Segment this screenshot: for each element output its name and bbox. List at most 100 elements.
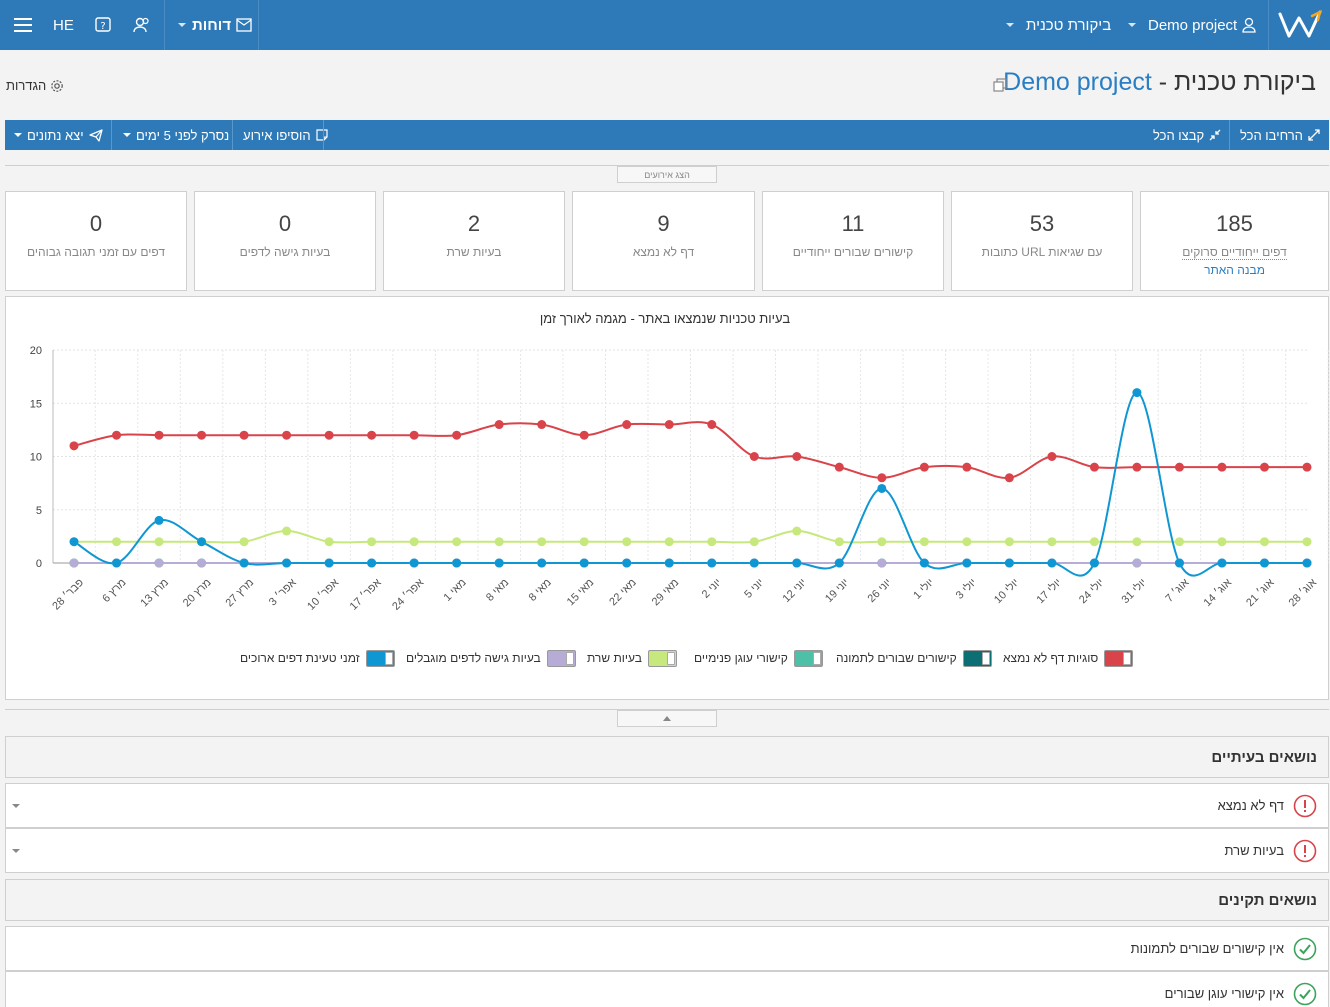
- ok-issues-header: נושאים תקינים: [5, 879, 1329, 921]
- legend-toggle[interactable]: [546, 649, 576, 667]
- series-line: [73, 530, 1307, 544]
- x-tick-label: מאי 22: [607, 577, 639, 609]
- legend-toggle[interactable]: [793, 649, 823, 667]
- collapse-all-button[interactable]: קבצו הכל: [1153, 120, 1221, 150]
- legend-label: קישורים שבורים לתמונה: [836, 651, 957, 665]
- data-point: [409, 537, 419, 547]
- legend-label: סוגיות דף לא נמצא: [1003, 651, 1099, 665]
- data-point: [1217, 558, 1227, 568]
- data-point: [367, 558, 377, 568]
- data-point: [112, 558, 122, 568]
- data-point: [834, 462, 844, 472]
- chevron-down-icon: [14, 133, 22, 137]
- reports-menu[interactable]: דוחות: [172, 0, 252, 50]
- stat-label: דפים ייחודיים סרוקים: [1182, 245, 1287, 260]
- show-events-toggle[interactable]: הצג אירועים: [617, 166, 717, 183]
- x-tick-label: מאי 1: [442, 577, 469, 604]
- legend-toggle[interactable]: [962, 649, 992, 667]
- stat-card-access-issues[interactable]: 0 בעיות גישה לדפים: [194, 191, 376, 291]
- language-switch[interactable]: HE: [53, 16, 74, 34]
- trend-chart-panel: [5, 296, 1329, 700]
- data-point: [962, 558, 972, 568]
- x-tick-label: יולי 17: [1034, 576, 1064, 606]
- data-point: [1089, 462, 1099, 472]
- stat-value: 0: [278, 211, 292, 236]
- issue-row-server[interactable]: בעיות שרת: [5, 828, 1329, 873]
- data-point: [877, 483, 887, 493]
- data-point: [579, 558, 589, 568]
- project-name-link[interactable]: Demo project: [1003, 68, 1152, 96]
- data-point: [707, 420, 717, 430]
- legend-broken-images[interactable]: קישורים שבורים לתמונה: [836, 649, 992, 667]
- export-button[interactable]: יצא נתונים: [14, 120, 103, 150]
- stat-value: 53: [1029, 211, 1055, 236]
- stat-card-crawled-pages[interactable]: 185 דפים ייחודיים סרוקים מבנה האתר: [1140, 191, 1329, 291]
- data-point: [749, 558, 759, 568]
- stat-card-broken-links[interactable]: 11 קישורים שבורים ייחודיים: [762, 191, 944, 291]
- crawl-date-button[interactable]: נסרק לפני 5 ימים: [123, 120, 229, 150]
- data-point: [154, 430, 164, 440]
- x-tick-label: מרץ 20: [181, 577, 214, 610]
- chevron-down-icon: [1128, 23, 1136, 27]
- data-point: [1259, 537, 1269, 547]
- x-tick-label: אפר׳ 10: [304, 576, 341, 613]
- collapse-chart-toggle[interactable]: [617, 710, 717, 727]
- expand-all-button[interactable]: הרחיבו הכל: [1240, 120, 1320, 150]
- legend-server-issues[interactable]: בעיות שרת: [587, 649, 677, 667]
- x-tick-label: פבר׳ 28: [50, 576, 87, 613]
- menu-icon[interactable]: [14, 0, 32, 50]
- x-tick-label: יולי 3: [953, 576, 979, 602]
- data-point: [622, 420, 632, 430]
- data-point: [494, 537, 504, 547]
- x-tick-label: אוג׳ 28: [1286, 576, 1319, 609]
- x-tick-label: מרץ 27: [223, 577, 256, 610]
- site-structure-link[interactable]: מבנה האתר: [1204, 263, 1265, 277]
- data-point: [1302, 462, 1312, 472]
- add-event-label: הוסיפו אירוע: [243, 127, 311, 143]
- x-tick-label: מרץ 13: [138, 577, 171, 610]
- chevron-down-icon[interactable]: [12, 849, 20, 853]
- legend-slow-pages[interactable]: זמני טעינת דפים ארוכים: [240, 649, 395, 667]
- legend-anchor-links[interactable]: קישורי עוגן פנימיים: [694, 649, 823, 667]
- data-point: [877, 473, 887, 483]
- project-menu[interactable]: Demo project: [1122, 0, 1256, 50]
- chevron-down-icon: [123, 133, 131, 137]
- data-point: [324, 430, 334, 440]
- stat-label: קישורים שבורים ייחודיים: [792, 245, 914, 259]
- copy-icon[interactable]: [993, 78, 1007, 92]
- divider: [5, 165, 1329, 166]
- legend-restricted-access[interactable]: בעיות גישה לדפים מוגבלים: [406, 649, 576, 667]
- data-point: [69, 537, 79, 547]
- settings-link[interactable]: הגדרות: [6, 78, 64, 93]
- legend-toggle[interactable]: [647, 649, 677, 667]
- legend-toggle[interactable]: [365, 649, 395, 667]
- legend-toggle[interactable]: [1104, 649, 1134, 667]
- y-tick-label: 5: [36, 505, 42, 517]
- project-label: Demo project: [1148, 16, 1238, 34]
- stat-card-error-urls[interactable]: 53 כתובות URL עם שגיאות: [951, 191, 1133, 291]
- logo-icon[interactable]: [1268, 0, 1330, 50]
- issue-row-not-found[interactable]: דף לא נמצא: [5, 783, 1329, 828]
- stat-card-not-found[interactable]: 9 דף לא נמצא: [572, 191, 755, 291]
- legend-label: זמני טעינת דפים ארוכים: [240, 651, 360, 665]
- data-point: [1132, 537, 1142, 547]
- data-point: [282, 526, 292, 536]
- settings-label: הגדרות: [6, 78, 47, 93]
- help-icon[interactable]: ?: [94, 0, 112, 50]
- y-tick-label: 10: [30, 452, 42, 464]
- chevron-down-icon[interactable]: [12, 804, 20, 808]
- error-icon: [1293, 794, 1317, 818]
- x-tick-label: יולי 10: [991, 576, 1021, 606]
- users-icon[interactable]: [132, 0, 150, 50]
- stat-card-server-issues[interactable]: 2 בעיות שרת: [383, 191, 565, 291]
- collapse-icon: [1209, 129, 1221, 141]
- chevron-down-icon: [1006, 23, 1014, 27]
- stat-card-slow-pages[interactable]: 0 דפים עם זמני תגובה גבוהים: [5, 191, 187, 291]
- data-point: [324, 558, 334, 568]
- x-tick-label: יולי 1: [911, 576, 937, 602]
- export-label: יצא נתונים: [27, 127, 84, 143]
- series-line: [73, 391, 1307, 577]
- module-menu[interactable]: ביקורת טכנית: [1000, 0, 1111, 50]
- legend-not-found[interactable]: סוגיות דף לא נמצא: [1003, 649, 1134, 667]
- data-point: [1217, 537, 1227, 547]
